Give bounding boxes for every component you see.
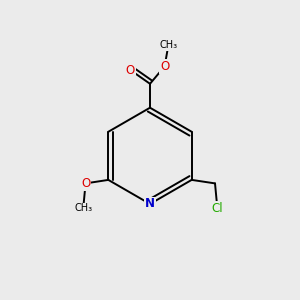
Text: CH₃: CH₃ — [159, 40, 178, 50]
Text: O: O — [160, 60, 169, 73]
Text: CH₃: CH₃ — [74, 203, 92, 213]
Text: O: O — [81, 177, 90, 190]
Text: O: O — [126, 64, 135, 76]
Text: Cl: Cl — [212, 202, 223, 215]
Text: N: N — [145, 197, 155, 211]
